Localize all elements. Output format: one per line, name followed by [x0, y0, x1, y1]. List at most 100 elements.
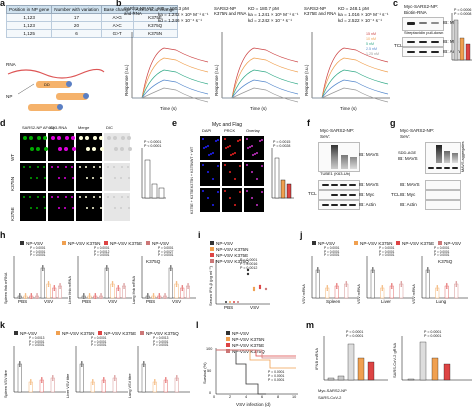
- dot-chart: Lung VSV titre P = 0.0013 P = 0.0001 P = 0.…: [128, 336, 190, 412]
- e-micrograph: [200, 162, 220, 186]
- e-micrograph: [244, 188, 264, 212]
- data-point: [53, 285, 56, 287]
- legend-label: NP-VSV K375N: [232, 337, 265, 342]
- data-point: [24, 295, 27, 297]
- chart-ylabel: Lung Ifnb mRNA: [132, 275, 136, 304]
- data-point: [88, 297, 91, 299]
- data-point: [400, 285, 403, 287]
- data-point: [103, 377, 105, 379]
- l-xtick-0: 0: [213, 395, 216, 399]
- m-p4: P = 0.0001: [424, 334, 442, 338]
- f-blot3: IB: Myc: [359, 192, 375, 197]
- b-spr-chart: SARS2-NP WT and RNA KD = 100.3 pM ka = 1.2…: [124, 6, 210, 114]
- f-sev: SeV:: [320, 134, 330, 139]
- l-xtick-6: 6: [261, 395, 264, 399]
- b-kd: KD = 100.3 pM: [158, 6, 189, 11]
- legend-label: NP-VSV K375Q: [438, 241, 462, 264]
- c-bar-wt: [453, 19, 459, 61]
- data-point: [165, 381, 167, 383]
- legend-swatch: [20, 241, 24, 245]
- legend-swatch: [226, 349, 230, 353]
- data-point: [446, 283, 448, 285]
- dot-chart: Liver VSV titre P = 0.0001 P = 0.0001 P = 0…: [66, 336, 128, 412]
- legend-item: NP-VSV K375E: [104, 232, 142, 250]
- c-blot-myc-tcl: [402, 37, 444, 47]
- g-blot2: IB: MAVS: [400, 182, 420, 187]
- data-point: [52, 379, 54, 381]
- data-point: [30, 295, 33, 297]
- b-ka: ka = 1.241 × 10⁶ M⁻¹ s⁻¹: [248, 12, 299, 17]
- data-point: [111, 283, 114, 285]
- data-point: [326, 285, 329, 287]
- legend-label: NP-VSV: [318, 241, 336, 246]
- c-p2: P = 0.0008: [454, 12, 472, 16]
- e-row-label: K375E + K375E: [190, 188, 194, 214]
- p-value: P = 0.0001: [379, 249, 395, 254]
- p-value: P = 0.0013: [153, 336, 169, 340]
- p-value: P = 0.0001: [379, 246, 395, 250]
- data-point: [154, 379, 156, 381]
- data-point: [100, 297, 102, 299]
- data-point: [391, 287, 393, 289]
- data-point: [152, 297, 155, 299]
- data-point: [114, 379, 116, 381]
- data-point: [42, 269, 44, 271]
- table-cell: 6: [51, 29, 102, 38]
- data-point: [53, 289, 56, 291]
- b-sensorgram-line: [132, 79, 209, 99]
- b-kdis: kd = 2.242 × 10⁻⁴ s⁻¹: [248, 18, 292, 23]
- c-p1: P = 0.0006: [454, 8, 472, 12]
- legend-item: NP-VSV: [20, 232, 43, 250]
- l-p3: P = 0.0001: [268, 378, 285, 382]
- legend-swatch: [210, 241, 214, 245]
- data-point: [147, 297, 149, 299]
- data-point: [455, 281, 458, 283]
- chart-ylabel: Liver Ifnb mRNA: [68, 276, 72, 304]
- data-point: [436, 285, 439, 287]
- d-micrograph: [20, 193, 46, 221]
- data-point: [53, 287, 56, 289]
- data-point: [30, 297, 33, 299]
- data-point: [41, 381, 43, 383]
- data-point: [372, 271, 374, 273]
- p-value: P = 0.0001: [324, 246, 340, 250]
- legend-label: NP-VSV K375Q: [146, 241, 170, 264]
- l-p2: P = 0.0001: [268, 374, 285, 378]
- data-point: [36, 297, 38, 299]
- legend-item: NP-VSV K375Q: [226, 340, 265, 358]
- data-point: [381, 285, 384, 287]
- chart-ylabel: Spleen Ifnb mRNA: [4, 272, 8, 304]
- legend-item: NP-VSV: [226, 322, 249, 340]
- table-header: Number with variation: [51, 5, 102, 14]
- chart-ylabel: Liver VSV titre: [66, 373, 70, 398]
- e-micrograph: [200, 136, 220, 160]
- f-blot-myc: [318, 190, 360, 200]
- data-point: [52, 377, 54, 379]
- data-point: [47, 285, 50, 287]
- d-micrograph: [48, 163, 74, 191]
- group-label: VSV: [172, 299, 182, 304]
- data-point: [143, 363, 145, 365]
- dot-chart: Spleen Ifnb mRNA P = 0.0001 P = 0.0001 P = …: [4, 246, 68, 318]
- bar: [79, 363, 84, 393]
- data-point: [106, 269, 108, 271]
- p-value: P = 0.0001: [434, 253, 450, 258]
- p-value: P = 0.0001: [30, 246, 46, 250]
- data-point: [143, 365, 145, 367]
- data-point: [83, 295, 85, 297]
- d-column-label: Merge: [78, 125, 90, 130]
- d-micrograph: [104, 193, 130, 221]
- rna-strand: [7, 68, 105, 79]
- legend-item: NP-VSV: [210, 232, 233, 250]
- b-sensorgram-line: [132, 57, 209, 99]
- data-point: [317, 269, 319, 271]
- data-point: [123, 285, 125, 287]
- group-label: VSV: [44, 299, 54, 304]
- data-point: [42, 265, 44, 267]
- f-blot2: IB: MAVS: [359, 182, 379, 187]
- data-point: [345, 285, 348, 287]
- legend-label: NP-VSV K375Q: [216, 259, 249, 264]
- f-tcl: TCL: [308, 191, 317, 196]
- data-point: [30, 383, 32, 385]
- b-sensorgram-line: [222, 47, 299, 99]
